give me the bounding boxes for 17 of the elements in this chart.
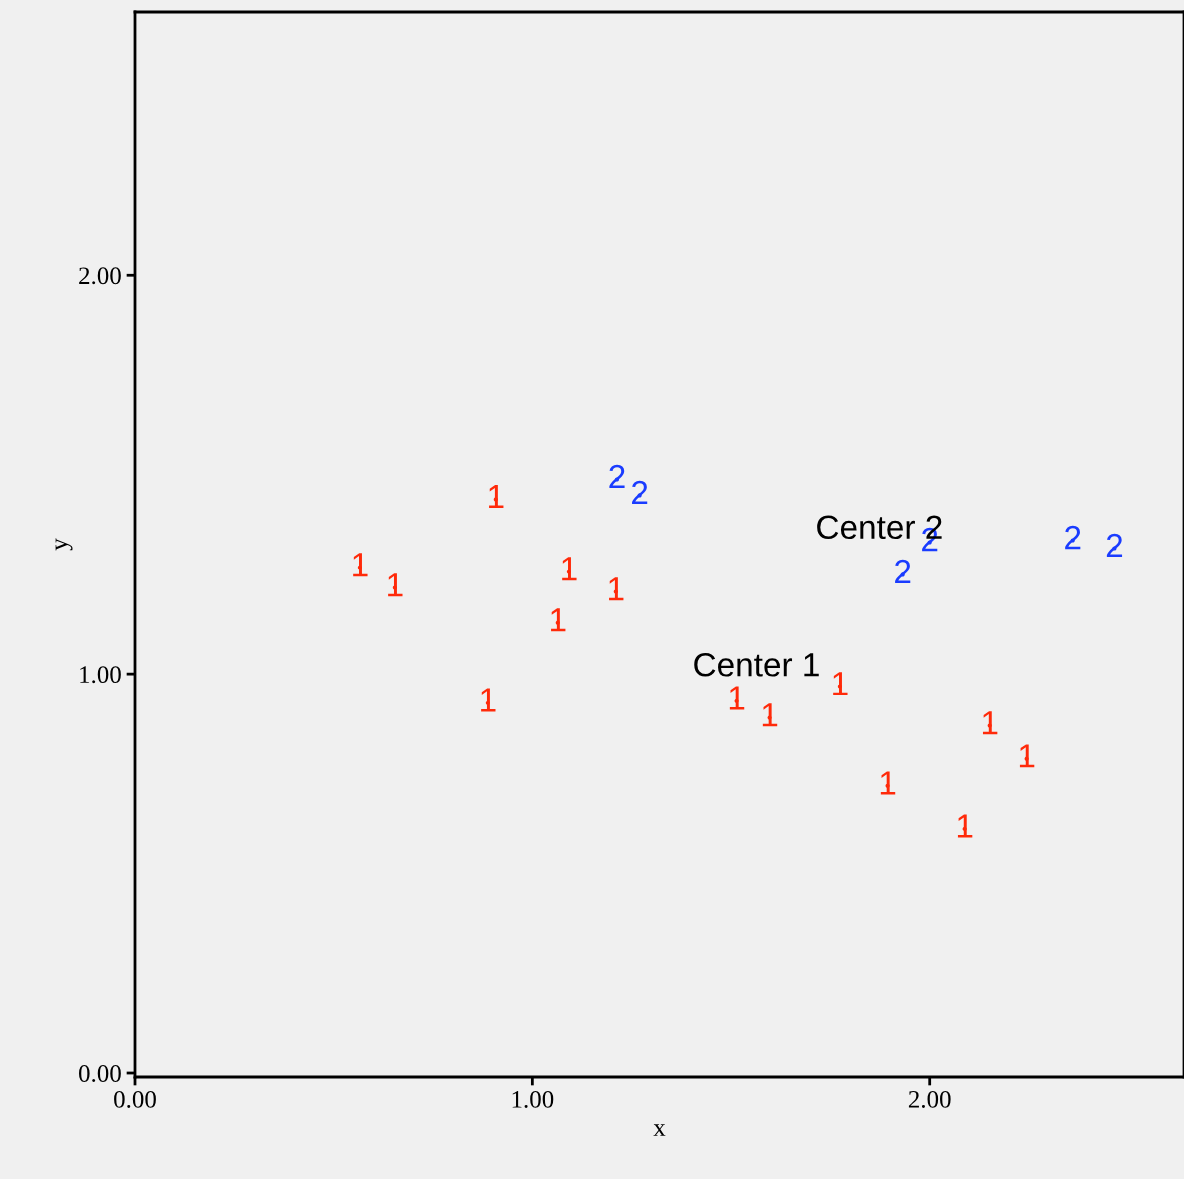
x-tick-label: 1.00 <box>512 1090 554 1108</box>
y-axis-title: y <box>55 538 73 551</box>
x-tick-label: 0.00 <box>114 1090 156 1108</box>
x-axis-title: x <box>653 1124 666 1136</box>
y-tick-label: 0.00 <box>79 1065 121 1083</box>
text: 1 <box>562 557 577 581</box>
x-tick-label: 2.00 <box>908 1090 951 1108</box>
y-tick-label: 1.00 <box>80 666 121 684</box>
text: 1 <box>353 553 368 577</box>
series-label: 2 <box>609 464 625 489</box>
text: 1 <box>729 686 745 710</box>
text: 1 <box>880 771 896 795</box>
annotation: Center 1 <box>694 653 819 677</box>
text: 1 <box>833 672 848 696</box>
y-tick-label: 2.00 <box>79 267 121 285</box>
text: 1 <box>957 814 973 838</box>
text: 2 <box>1065 525 1081 550</box>
